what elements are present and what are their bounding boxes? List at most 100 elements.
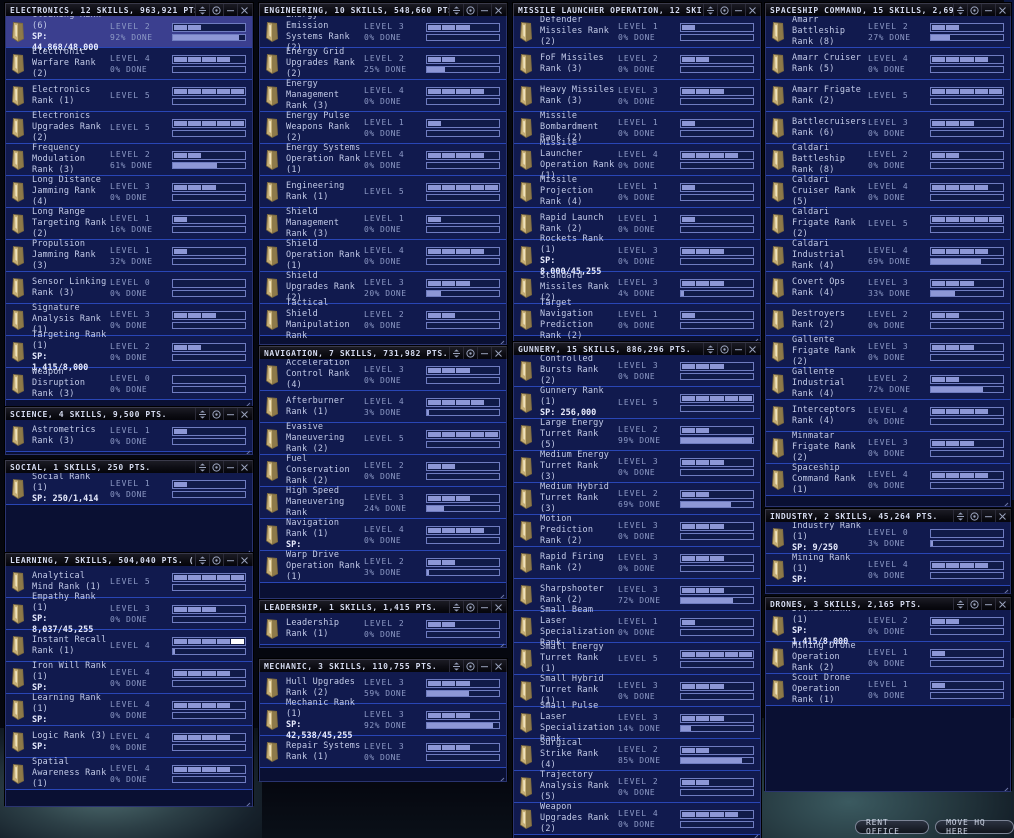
skill-row[interactable]: Target Navigation Prediction Rank (2) LEV…	[514, 298, 760, 341]
stack-icon[interactable]	[703, 343, 717, 355]
skill-row[interactable]: Electronic Warfare Rank (2) LEVEL 4 0% DON…	[6, 47, 252, 80]
resize-grip[interactable]	[1000, 583, 1009, 593]
target-icon[interactable]	[463, 601, 477, 613]
skill-row[interactable]: Navigation Rank (1) SP: LEVEL 4 0% DONE	[260, 518, 506, 551]
move-hq-here-button[interactable]: MOVE HQ HERE	[935, 818, 1014, 836]
close-icon[interactable]	[491, 601, 505, 613]
titlebar-engineering[interactable]: ENGINEERING, 10 SKILLS, 548,660 PTS.	[259, 3, 507, 16]
resize-grip[interactable]	[750, 332, 759, 342]
target-icon[interactable]	[209, 554, 223, 566]
window-leadership[interactable]: LEADERSHIP, 1 SKILLS, 1,415 PTS. Leadersh…	[258, 599, 508, 648]
stack-icon[interactable]	[953, 4, 967, 16]
skill-row[interactable]: Weapon Disruption Rank (3) LEVEL 0 0% DONE	[6, 367, 252, 400]
skill-row[interactable]: Small Pulse Laser Specialization Rank LEV…	[514, 701, 760, 744]
resize-grip[interactable]	[496, 637, 505, 647]
skill-row[interactable]: Missile Launcher Operation Rank (1) LEVEL…	[514, 138, 760, 181]
resize-grip[interactable]	[242, 396, 251, 406]
skill-row[interactable]: Acceleration Control Rank (4) LEVEL 3 0% D…	[260, 359, 506, 391]
skill-row[interactable]: Large Energy Turret Rank (5) LEVEL 2 99% D…	[514, 418, 760, 451]
resize-grip[interactable]	[496, 771, 505, 781]
minimize-icon[interactable]	[223, 461, 237, 473]
skill-row[interactable]: Small Energy Turret Rank (1) LEVEL 5	[514, 642, 760, 675]
resize-grip[interactable]	[750, 828, 759, 838]
skill-row[interactable]: Energy Management Rank (3) LEVEL 4 0% DONE	[260, 79, 506, 112]
skill-row[interactable]: Shield Operation Rank (1) LEVEL 4 0% DONE	[260, 239, 506, 272]
close-icon[interactable]	[491, 660, 505, 672]
close-icon[interactable]	[237, 554, 251, 566]
window-science[interactable]: SCIENCE, 4 SKILLS, 9,500 PTS. Astrometric…	[4, 406, 254, 455]
skill-row[interactable]: Astrometrics Rank (3) LEVEL 1 0% DONE	[6, 420, 252, 452]
close-icon[interactable]	[237, 461, 251, 473]
skill-row[interactable]: Propulsion Jamming Rank (3) LEVEL 1 32% DO…	[6, 239, 252, 272]
close-icon[interactable]	[745, 4, 759, 16]
skill-row[interactable]: Heavy Missiles Rank (3) LEVEL 3 0% DONE	[514, 80, 760, 112]
skill-row[interactable]: Social Rank (1) SP: 250/1,414 LEVEL 1 0% DO…	[6, 473, 252, 505]
stack-icon[interactable]	[449, 4, 463, 16]
titlebar-gunnery[interactable]: GUNNERY, 15 SKILLS, 886,296 PTS.	[513, 342, 761, 355]
window-spaceship-command[interactable]: SPACESHIP COMMAND, 15 SKILLS, 2,696,447 …	[764, 2, 1012, 507]
stack-icon[interactable]	[195, 408, 209, 420]
target-icon[interactable]	[717, 343, 731, 355]
stack-icon[interactable]	[449, 660, 463, 672]
skill-row[interactable]: Scout Drone Operation Rank (1) LEVEL 1 0% …	[766, 673, 1010, 706]
skill-row[interactable]: Tactical Shield Manipulation Rank LEVEL 2…	[260, 298, 506, 341]
skill-row[interactable]: Caldari Battleship Rank (8) LEVEL 2 0% DON…	[766, 143, 1010, 176]
skill-row[interactable]: Energy Pulse Weapons Rank (2) LEVEL 1 0% D…	[260, 111, 506, 144]
skill-row[interactable]: Weapon Upgrades Rank (2) LEVEL 4 0% DONE	[514, 802, 760, 835]
target-icon[interactable]	[463, 660, 477, 672]
minimize-icon[interactable]	[223, 554, 237, 566]
window-gunnery[interactable]: GUNNERY, 15 SKILLS, 886,296 PTS. Controll…	[512, 341, 762, 838]
stack-icon[interactable]	[195, 554, 209, 566]
skill-row[interactable]: Battlecruisers Rank (6) LEVEL 3 0% DONE	[766, 112, 1010, 144]
window-drones[interactable]: DRONES, 3 SKILLS, 2,165 PTS.Drones Rank …	[764, 596, 1012, 792]
target-icon[interactable]	[717, 4, 731, 16]
target-icon[interactable]	[463, 4, 477, 16]
skill-row[interactable]: Standard Missiles Rank (2) LEVEL 3 4% DONE	[514, 271, 760, 304]
skill-row[interactable]: Warp Drive Operation Rank (1) LEVEL 2 3% D…	[260, 550, 506, 583]
skill-row[interactable]: Rapid Firing Rank (2) LEVEL 3 0% DONE	[514, 547, 760, 579]
resize-grip[interactable]	[242, 444, 251, 454]
stack-icon[interactable]	[703, 4, 717, 16]
skill-row[interactable]: Caldari Industrial Rank (4) LEVEL 4 69% DO…	[766, 239, 1010, 272]
skill-row[interactable]: Mechanic Rank (1) SP: 42,538/45,255 LEVEL …	[260, 698, 506, 741]
window-electronics[interactable]: ELECTRONICS, 12 SKILLS, 963,921 PTS.Cloa…	[4, 2, 254, 407]
close-icon[interactable]	[995, 4, 1009, 16]
close-icon[interactable]	[491, 4, 505, 16]
skill-row[interactable]: Repair Systems Rank (1) LEVEL 3 0% DONE	[260, 736, 506, 768]
target-icon[interactable]	[463, 347, 477, 359]
skill-row[interactable]: Controlled Bursts Rank (2) LEVEL 3 0% DONE	[514, 355, 760, 387]
minimize-icon[interactable]	[477, 347, 491, 359]
skill-row[interactable]: Spaceship Command Rank (1) LEVEL 4 0% DONE	[766, 463, 1010, 496]
skill-row[interactable]: Shield Upgrades Rank (2) LEVEL 3 20% DONE	[260, 271, 506, 304]
skill-row[interactable]: Cloaking Rank (6)SP: 44,868/48,000LEVEL …	[6, 16, 252, 53]
stack-icon[interactable]	[953, 598, 967, 610]
titlebar-navigation[interactable]: NAVIGATION, 7 SKILLS, 731,982 PTS.	[259, 346, 507, 359]
skill-row[interactable]: Amarr Battleship Rank (8) LEVEL 2 27% DONE	[766, 16, 1010, 48]
skill-row[interactable]: Logic Rank (3) SP: LEVEL 4 0% DONE	[6, 726, 252, 758]
titlebar-missile-launcher-operation[interactable]: MISSILE LAUNCHER OPERATION, 12 SKILLS, 1…	[513, 3, 761, 16]
skill-row[interactable]: Signature Analysis Rank (1) LEVEL 3 0% DON…	[6, 303, 252, 336]
skill-row[interactable]: Instant Recall Rank (1) LEVEL 4	[6, 630, 252, 662]
skill-row[interactable]: Hull Upgrades Rank (2) LEVEL 3 59% DONE	[260, 672, 506, 704]
skill-row[interactable]: Defender Missiles Rank (2) LEVEL 1 0% DONE	[514, 16, 760, 48]
skill-row[interactable]: Shield Management Rank (3) LEVEL 1 0% DONE	[260, 207, 506, 240]
close-icon[interactable]	[237, 408, 251, 420]
skill-row[interactable]: Interceptors Rank (4) LEVEL 4 0% DONE	[766, 400, 1010, 432]
skill-row[interactable]: Electronics Rank (1) LEVEL 5	[6, 80, 252, 112]
skill-row[interactable]: Amarr Frigate Rank (2) LEVEL 5	[766, 80, 1010, 112]
window-mechanic[interactable]: MECHANIC, 3 SKILLS, 110,755 PTS. Hull Upg…	[258, 658, 508, 782]
skill-row[interactable]: Missile Projection Rank (4) LEVEL 1 0% DON…	[514, 175, 760, 208]
rent-office-button[interactable]: RENT OFFICE	[855, 818, 930, 836]
stack-icon[interactable]	[953, 510, 967, 522]
target-icon[interactable]	[209, 4, 223, 16]
titlebar-industry[interactable]: INDUSTRY, 2 SKILLS, 45,264 PTS.	[765, 509, 1011, 522]
skill-row[interactable]: Gallente Frigate Rank (2) LEVEL 3 0% DONE	[766, 335, 1010, 368]
minimize-icon[interactable]	[477, 601, 491, 613]
skill-row[interactable]: Energy Systems Operation Rank (1) LEVEL 4…	[260, 143, 506, 176]
close-icon[interactable]	[237, 4, 251, 16]
skill-row[interactable]: Sensor Linking Rank (3) LEVEL 0 0% DONE	[6, 272, 252, 304]
skill-row[interactable]: Fuel Conservation Rank (2) LEVEL 2 0% DONE	[260, 454, 506, 487]
minimize-icon[interactable]	[477, 660, 491, 672]
